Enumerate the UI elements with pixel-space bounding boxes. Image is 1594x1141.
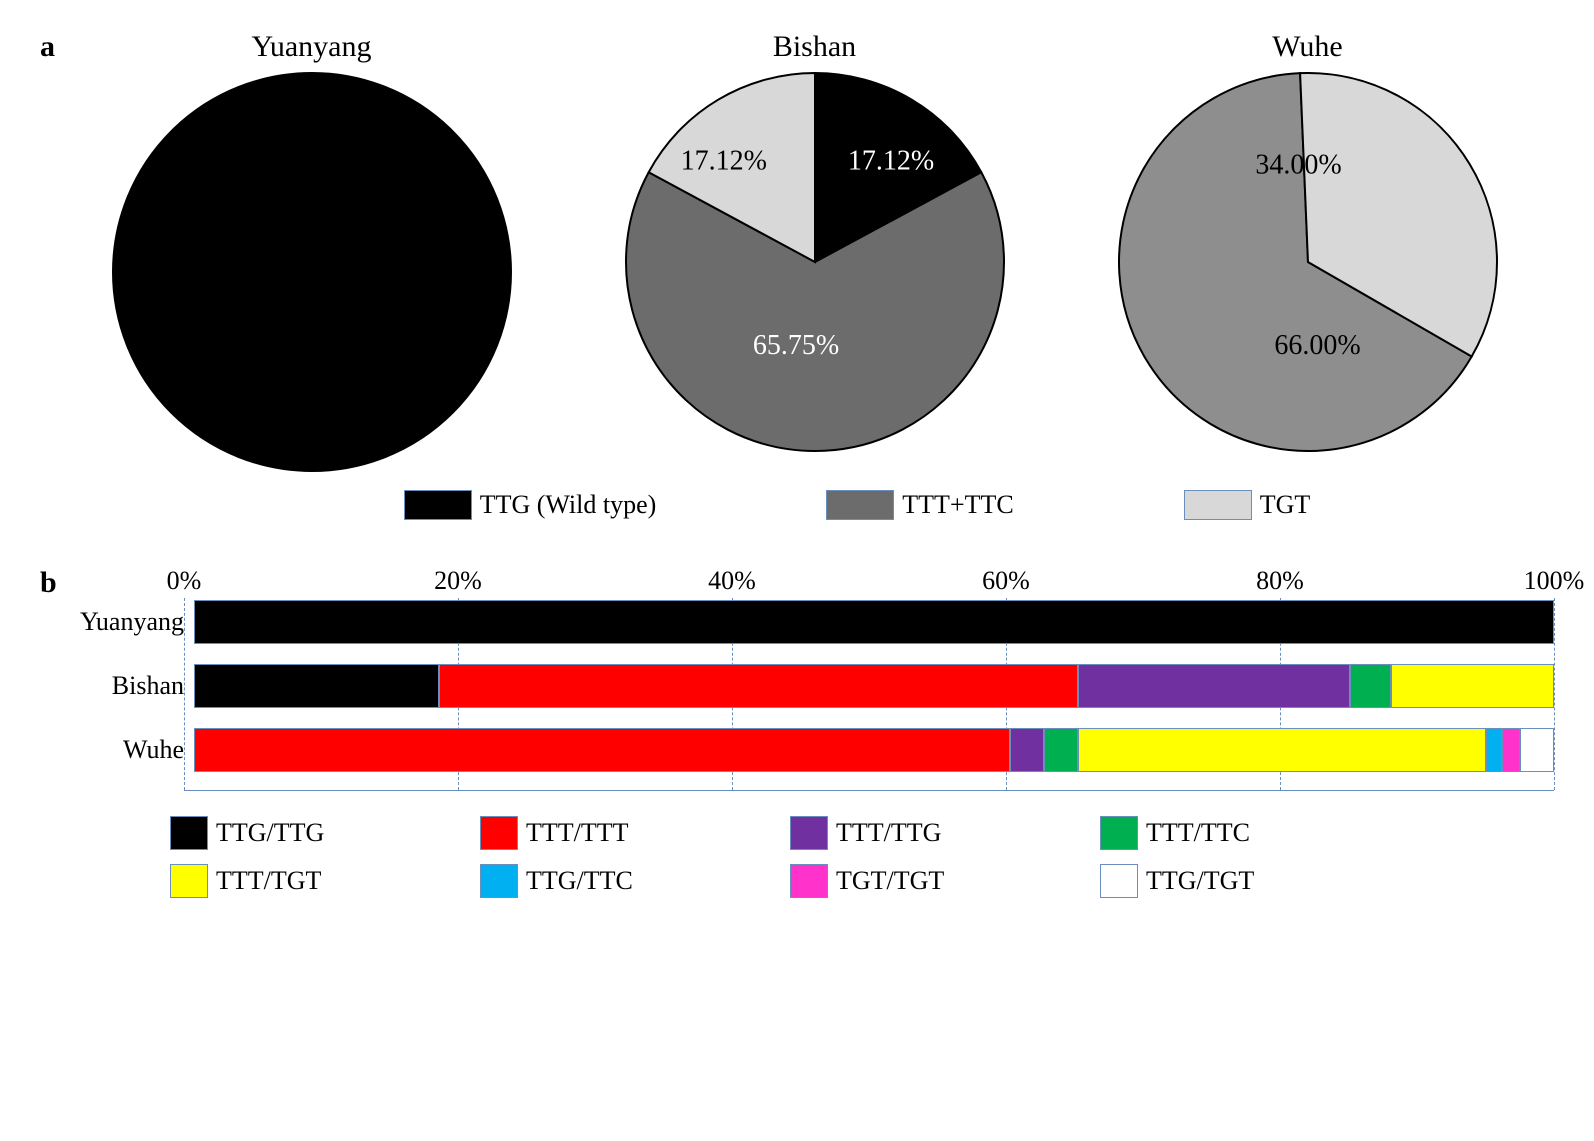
axis-baseline	[184, 790, 1554, 791]
pie-title: Bishan	[625, 30, 1005, 64]
legend-swatch	[1184, 490, 1252, 520]
legend-swatch	[1100, 816, 1138, 850]
bar-segment	[1350, 664, 1391, 708]
panel-b-legend: TTG/TTG TTT/TTT TTT/TTG TTT/TTC TTT/TGT TTG/T…	[170, 816, 1554, 898]
bar-row-label: Wuhe	[64, 735, 194, 765]
pie-chart	[112, 72, 512, 472]
axis-tick-label: 20%	[434, 566, 482, 596]
axis-tick-label: 40%	[708, 566, 756, 596]
stacked-bar-area: 0%20%40%60%80%100% YuanyangBishanWuhe	[64, 566, 1554, 790]
panel-b: b 0%20%40%60%80%100% YuanyangBishanWuhe	[40, 566, 1554, 790]
legend-item: TTT/TGT	[170, 864, 450, 898]
legend-swatch	[170, 864, 208, 898]
bar-segment	[194, 664, 439, 708]
bar-track	[194, 664, 1554, 708]
bar-segment	[1486, 728, 1502, 772]
legend-item: TTT/TTC	[1100, 816, 1380, 850]
legend-item: TTG (Wild type)	[404, 490, 657, 520]
bar-segment	[194, 600, 1554, 644]
bar-segment	[1010, 728, 1044, 772]
bar-segment	[1391, 664, 1554, 708]
legend-item: TTG/TTG	[170, 816, 450, 850]
grid-line	[1554, 598, 1555, 790]
legend-label: TTG/TTC	[526, 866, 633, 896]
axis-tick-label: 60%	[982, 566, 1030, 596]
pie-slice-label: 66.00%	[1274, 330, 1360, 361]
axis-tick-label: 100%	[1524, 566, 1585, 596]
panel-b-label: b	[40, 566, 64, 790]
bar-row-label: Bishan	[64, 671, 194, 701]
bar-segment	[194, 728, 1010, 772]
axis-tick-label: 80%	[1256, 566, 1304, 596]
legend-item: TTG/TTC	[480, 864, 760, 898]
bar-track	[194, 600, 1554, 644]
pie-slice-label: 17.12%	[680, 146, 766, 177]
bar-row: Yuanyang	[64, 598, 1554, 646]
bar-segment	[1044, 728, 1078, 772]
legend-item: TTT/TTT	[480, 816, 760, 850]
axis-tick-label: 0%	[167, 566, 202, 596]
panel-a-label: a	[40, 30, 55, 64]
pie-chart: 66.00% 34.00%	[1118, 72, 1498, 452]
legend-swatch	[480, 864, 518, 898]
panel-a-legend: TTG (Wild type) TTT+TTC TGT	[160, 490, 1554, 520]
legend-label: TTT/TTT	[526, 818, 629, 848]
pie-slice-label: 17.12%	[847, 146, 933, 177]
legend-swatch	[170, 816, 208, 850]
pie-chart: 17.12% 65.75% 17.12%	[625, 72, 1005, 452]
legend-item: TTG/TGT	[1100, 864, 1380, 898]
legend-item: TTT/TTG	[790, 816, 1070, 850]
legend-label: TTT+TTC	[902, 490, 1013, 520]
pie-title: Wuhe	[1118, 30, 1498, 64]
axis-row: 0%20%40%60%80%100%	[184, 566, 1554, 598]
pie-title: Yuanyang	[112, 30, 512, 64]
bar-track	[194, 728, 1554, 772]
legend-swatch	[790, 816, 828, 850]
legend-label: TGT/TGT	[836, 866, 944, 896]
legend-swatch	[826, 490, 894, 520]
bar-segment	[439, 664, 1078, 708]
bar-segment	[1502, 728, 1520, 772]
pie-slice-label: 65.75%	[752, 330, 838, 361]
legend-item: TGT/TGT	[790, 864, 1070, 898]
legend-swatch	[404, 490, 472, 520]
bar-segment	[1078, 728, 1486, 772]
panel-a: a Yuanyang Bishan 17.12% 65.75% 17.12% Wuhe 66…	[40, 30, 1554, 472]
legend-swatch	[480, 816, 518, 850]
bar-row-label: Yuanyang	[64, 607, 194, 637]
legend-label: TTG/TTG	[216, 818, 324, 848]
bar-row: Wuhe	[64, 726, 1554, 774]
legend-label: TTT/TGT	[216, 866, 321, 896]
pie-charts-row: Yuanyang Bishan 17.12% 65.75% 17.12% Wuhe 66.0…	[55, 30, 1554, 472]
legend-item: TTT+TTC	[826, 490, 1013, 520]
pie-slice	[113, 73, 511, 471]
pie-block: Yuanyang	[112, 30, 512, 472]
legend-label: TTT/TTG	[836, 818, 941, 848]
bar-segment	[1520, 728, 1554, 772]
legend-label: TTT/TTC	[1146, 818, 1250, 848]
legend-swatch	[790, 864, 828, 898]
bar-row: Bishan	[64, 662, 1554, 710]
legend-label: TTG (Wild type)	[480, 490, 657, 520]
legend-label: TGT	[1260, 490, 1311, 520]
legend-item: TGT	[1184, 490, 1311, 520]
pie-block: Bishan 17.12% 65.75% 17.12%	[625, 30, 1005, 452]
pie-slice-label: 34.00%	[1255, 149, 1341, 180]
bar-rows: Yuanyang Bishan Wuhe	[64, 598, 1554, 774]
pie-block: Wuhe 66.00% 34.00%	[1118, 30, 1498, 452]
bar-segment	[1078, 664, 1350, 708]
legend-label: TTG/TGT	[1146, 866, 1254, 896]
legend-swatch	[1100, 864, 1138, 898]
